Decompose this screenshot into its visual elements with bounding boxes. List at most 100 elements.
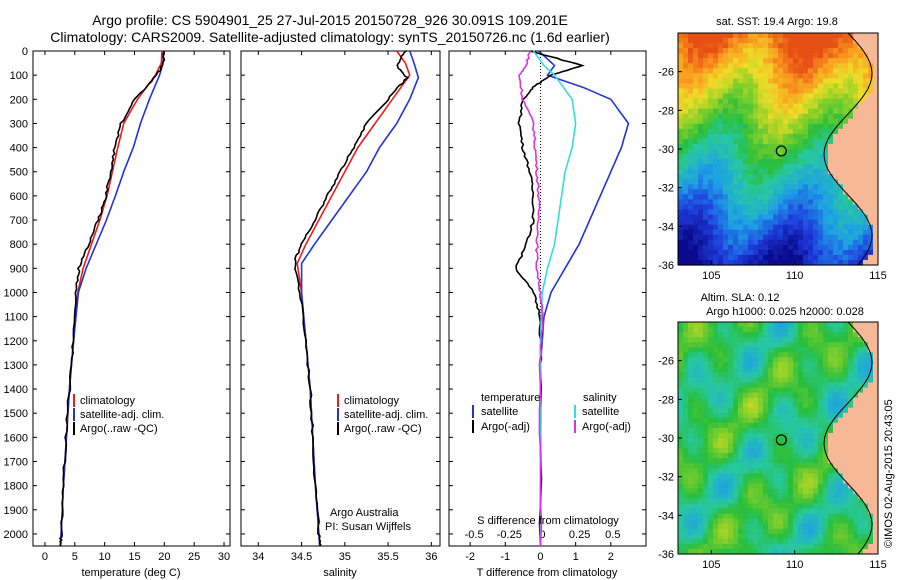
map-cell [698, 219, 704, 226]
map-cell [698, 468, 704, 474]
map-cell [788, 204, 794, 211]
map-cell [723, 98, 729, 105]
map-cell [853, 63, 859, 69]
map-cell [838, 249, 844, 256]
map-cell [828, 372, 834, 378]
map-cell [698, 53, 704, 59]
map-cell [823, 372, 829, 378]
map-cell [708, 448, 714, 454]
map-cell [788, 427, 794, 434]
map-cell [758, 159, 764, 165]
map-cell [848, 83, 854, 89]
map-cell [743, 63, 749, 69]
map-cell [853, 412, 859, 419]
map-cell [698, 549, 704, 555]
map-cell [703, 478, 709, 484]
series-line [518, 50, 544, 547]
map-cell [693, 513, 699, 520]
map-cell [868, 463, 874, 469]
map-cell [848, 463, 854, 469]
map-cell [743, 199, 749, 205]
map-cell [858, 503, 864, 510]
map-cell [793, 463, 799, 469]
t-diff-axis-label: T difference from climatology [477, 567, 618, 579]
map-cell [778, 249, 784, 256]
map-cell [788, 209, 794, 216]
map-cell [803, 164, 809, 170]
x-tick-label: 30 [218, 551, 230, 563]
map-cell [773, 523, 779, 530]
map-cell [863, 63, 869, 69]
map-cell [748, 103, 754, 110]
map-cell [833, 513, 839, 520]
map-cell [703, 528, 709, 535]
map-cell [703, 387, 709, 394]
map-cell [773, 518, 779, 525]
map-cell [858, 392, 864, 399]
map-cell [748, 523, 754, 530]
map-cell [808, 493, 814, 500]
map-cell [858, 448, 864, 454]
map-cell [798, 204, 804, 211]
map-cell [683, 48, 689, 54]
map-cell [783, 174, 789, 180]
map-cell [783, 483, 789, 489]
map-cell [713, 367, 719, 373]
map-cell [763, 260, 769, 266]
map-cell [713, 43, 719, 49]
map-cell [813, 118, 819, 125]
map-cell [728, 53, 734, 59]
map-cell [778, 128, 784, 135]
map-cell [748, 93, 754, 100]
map-cell [723, 164, 729, 170]
map-cell [728, 407, 734, 414]
map-cell [713, 48, 719, 54]
map-cell [793, 204, 799, 211]
map-cell [803, 488, 809, 494]
map-cell [723, 209, 729, 216]
map-cell [788, 392, 794, 399]
map-cell [828, 453, 834, 459]
map-cell [748, 392, 754, 399]
map-cell [798, 523, 804, 530]
map-cell [688, 189, 694, 195]
map-cell [838, 113, 844, 120]
map-cell [758, 154, 764, 160]
y-tick-label: 0 [22, 46, 28, 58]
map-cell [808, 458, 814, 464]
map-cell [818, 224, 824, 231]
map-cell [823, 194, 829, 200]
map-cell [823, 209, 829, 216]
map-cell [798, 98, 804, 105]
map-cell [843, 209, 849, 216]
map-cell [713, 347, 719, 353]
map-cell [808, 38, 814, 44]
map-cell [738, 508, 744, 515]
map-cell [798, 367, 804, 373]
map-cell [728, 347, 734, 353]
map-cell [758, 73, 764, 79]
map-cell [813, 473, 819, 479]
map-cell [723, 392, 729, 399]
map-cell [808, 224, 814, 231]
map-cell [833, 533, 839, 540]
map-cell [803, 347, 809, 353]
map-cell [783, 528, 789, 535]
legend-temperature: climatology satellite-adj. clim. Argo(..… [73, 394, 164, 435]
map-cell [713, 189, 719, 195]
map-cell [783, 113, 789, 120]
map-cell [848, 204, 854, 211]
map-cell [873, 483, 879, 489]
map-cell [778, 382, 784, 389]
map-cell [813, 433, 819, 439]
map-cell [708, 118, 714, 125]
map-cell [843, 123, 849, 130]
map-cell [843, 229, 849, 236]
map-cell [843, 149, 849, 155]
map-cell [793, 518, 799, 525]
map-cell [793, 234, 799, 241]
map-cell [793, 128, 799, 135]
map-cell [833, 88, 839, 95]
map-cell [873, 493, 879, 500]
map-cell [733, 357, 739, 363]
